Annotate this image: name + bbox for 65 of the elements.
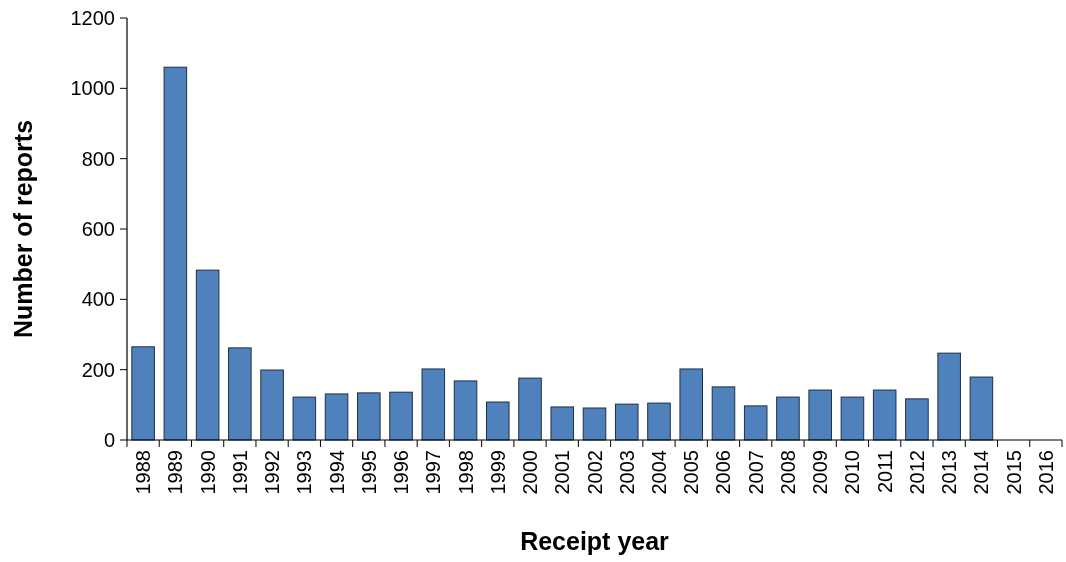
x-tick-label: 1992 — [261, 450, 284, 495]
bar — [614, 403, 639, 441]
bar — [776, 396, 800, 441]
x-tick-label: 2015 — [1002, 450, 1025, 495]
bar — [550, 406, 575, 441]
x-tick-label: 2012 — [905, 450, 928, 495]
bar — [163, 66, 188, 441]
x-tick-label: 2005 — [680, 450, 703, 495]
bar — [518, 377, 542, 441]
bar — [292, 396, 317, 441]
x-tick-label: 2016 — [1034, 450, 1057, 495]
bar — [324, 393, 349, 441]
y-tick-label: 400 — [81, 288, 115, 311]
x-tick-label: 2000 — [519, 450, 542, 495]
x-tick-label: 1999 — [486, 450, 509, 495]
x-tick-label: 1996 — [390, 450, 413, 495]
x-tick-label: 2008 — [776, 450, 799, 495]
bar — [743, 405, 768, 441]
bar — [647, 402, 671, 441]
bar — [357, 392, 381, 441]
x-tick-label: 1991 — [228, 450, 251, 495]
x-axis-title: Receipt year — [520, 527, 670, 555]
x-tick-label: 2010 — [841, 450, 864, 495]
x-tick-label: 2002 — [583, 450, 606, 495]
bar — [937, 352, 961, 441]
bar — [679, 368, 704, 441]
x-tick-label: 2001 — [551, 450, 574, 495]
x-tick-label: 2007 — [744, 450, 767, 495]
x-tick-label: 2004 — [647, 450, 670, 495]
x-tick-label: 1990 — [196, 450, 219, 495]
bar — [421, 368, 446, 441]
x-tick-label: 1998 — [454, 450, 477, 495]
x-tick-label: 2011 — [873, 450, 896, 494]
y-axis-title: Number of reports — [9, 119, 37, 339]
x-tick-label: 2006 — [712, 450, 735, 495]
bar — [969, 376, 994, 441]
x-tick-label: 1994 — [325, 450, 348, 495]
x-tick-label: 1993 — [293, 450, 316, 495]
bar — [228, 347, 252, 441]
x-tick-label: 2009 — [809, 450, 832, 495]
x-tick-label: 1989 — [164, 450, 187, 495]
y-tick-label: 800 — [81, 147, 115, 170]
y-tick-label: 1000 — [70, 77, 115, 100]
bar — [389, 391, 413, 441]
x-tick-label: 2014 — [970, 450, 993, 495]
x-tick-label: 1997 — [422, 450, 445, 495]
x-tick-label: 2013 — [938, 450, 961, 495]
x-tick-label: 1988 — [132, 450, 155, 495]
bar — [260, 369, 284, 441]
y-tick-label: 200 — [81, 358, 115, 381]
bar — [711, 386, 736, 441]
bar — [131, 346, 155, 441]
y-tick-label: 0 — [103, 429, 115, 451]
y-tick-label: 1200 — [70, 7, 115, 29]
x-tick-label: 1995 — [357, 450, 380, 495]
bar — [485, 401, 510, 441]
bar — [872, 389, 897, 441]
bar — [808, 389, 832, 441]
bar — [840, 396, 865, 441]
bar — [195, 269, 220, 441]
x-tick-label: 2003 — [615, 450, 638, 495]
y-tick-label: 600 — [81, 218, 115, 240]
bar — [453, 380, 478, 441]
bar — [905, 398, 929, 441]
bar — [582, 407, 607, 441]
